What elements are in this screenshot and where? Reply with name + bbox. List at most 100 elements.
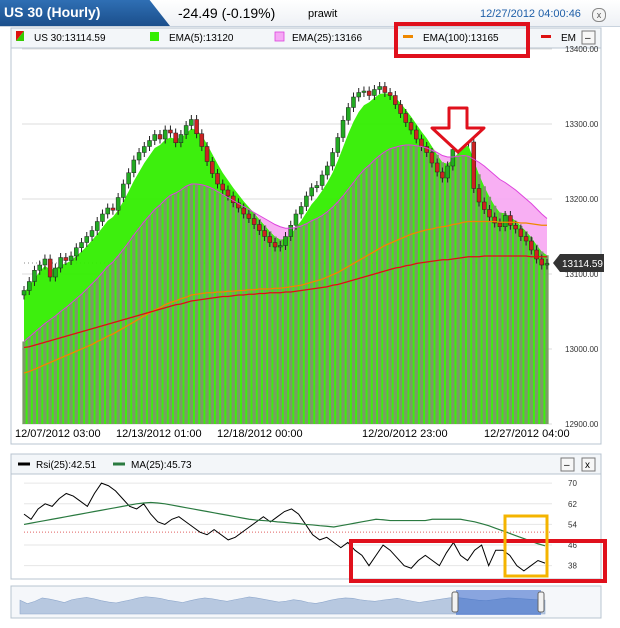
navigator-left-handle [451,591,459,613]
main-x-axis: 12/07/2012 03:00 12/13/2012 01:00 12/18/20… [15,428,570,440]
candle-body [136,152,142,161]
price-bar [283,238,288,424]
price-bar [126,242,131,424]
candle-body [408,122,414,131]
candle-body [183,125,189,135]
navigator[interactable] [19,590,546,615]
price-bar [493,205,497,424]
price-bar [456,156,460,424]
symbol-tab[interactable]: US 30 (Hourly) [0,0,170,26]
price-bar [414,145,418,424]
price-bar [498,212,502,424]
price-bar [304,223,309,424]
price-bar [158,205,162,424]
candle-body [152,134,157,141]
candle-body [126,172,131,185]
main-x-tick-label: 12/07/2012 03:00 [15,428,101,440]
price-bar [294,227,298,424]
price-bar [69,303,73,424]
main-y-tick-label: 13400.00 [565,45,599,54]
username: prawit [308,8,338,20]
candle-body [32,270,37,282]
price-bar [111,262,115,424]
price-bar [215,191,220,424]
price-bar [524,231,528,424]
candle-body [319,174,325,186]
candle-body [89,230,95,237]
main-x-tick-label: 12/18/2012 00:00 [217,428,303,440]
price-bar [419,146,424,424]
price-bar [310,220,314,424]
candle-body [110,207,116,211]
rsi-minimize-icon: – [564,460,570,471]
candle-body [330,152,335,167]
candle-body [74,247,79,257]
ma-line [23,501,546,547]
price-bars [22,145,549,424]
candle-body [387,92,393,96]
price-bar [85,289,89,424]
price-bar [425,148,429,424]
close-icon[interactable]: x [592,8,606,22]
rsi-minimize-button[interactable] [560,457,575,472]
main-minimize-button[interactable] [581,30,596,45]
price-bar [22,341,26,424]
legend-main-label: US 30:13114.59 [34,33,106,44]
price-bar [153,209,157,424]
chart-header: US 30 (Hourly) -24.49 (-0.19%) prawit 12… [0,0,620,27]
price-bar [508,217,513,424]
ma-legend-label: MA(25):45.73 [131,460,192,471]
price-bar [440,162,445,424]
main-y-tick-label: 12900.00 [565,420,599,429]
candle-body [377,86,382,90]
candle-body [539,258,545,266]
candle-body [309,187,314,197]
candle-body [382,86,388,93]
price-bar [137,228,141,424]
rsi-y-tick-label: 38 [568,562,577,571]
candle-body [220,183,225,191]
candle-body [523,236,529,242]
candle-body [403,113,409,123]
legend-ema100-swatch [403,35,413,38]
price-bar [174,193,178,424]
price-bar [477,174,481,424]
main-y-tick-label: 13000.00 [565,345,599,354]
timestamp: 12/27/2012 04:00:46 [480,8,581,20]
candle-body [210,161,215,174]
price-bar [236,203,241,424]
rsi-close-icon: x [585,460,590,471]
price-bar [451,159,455,424]
candle-body [502,215,508,227]
rsi-close-button[interactable] [581,457,596,472]
price-bar [466,156,471,424]
price-bar [372,160,377,424]
candle-body [278,245,283,248]
price-bar [519,226,523,424]
price-bar [147,215,152,424]
candle-body [215,173,220,185]
legend-ema5-swatch [150,32,159,41]
rsi-legend-bar [10,453,602,475]
price-bar [262,225,267,424]
price-bar [545,255,549,424]
price-bar [200,184,204,424]
candle-body [251,218,257,225]
price-bar [299,226,303,424]
candle-body [340,120,346,138]
main-y-axis: 12900.00 13000.00 13100.00 13200.00 13300.00… [565,45,599,429]
candle-body [293,213,299,226]
candle-body [194,119,199,134]
price-bar [409,145,413,424]
price-bar [142,221,146,424]
candle-body [142,146,147,153]
price-bar [393,147,397,424]
candle-body [94,221,100,231]
candle-body [204,146,210,162]
rsi-gridlines [24,482,552,567]
price-bar [64,307,68,424]
candle-body [68,255,74,261]
navigator-window [456,590,541,615]
price-bar [163,199,167,424]
candle-body [534,249,539,260]
